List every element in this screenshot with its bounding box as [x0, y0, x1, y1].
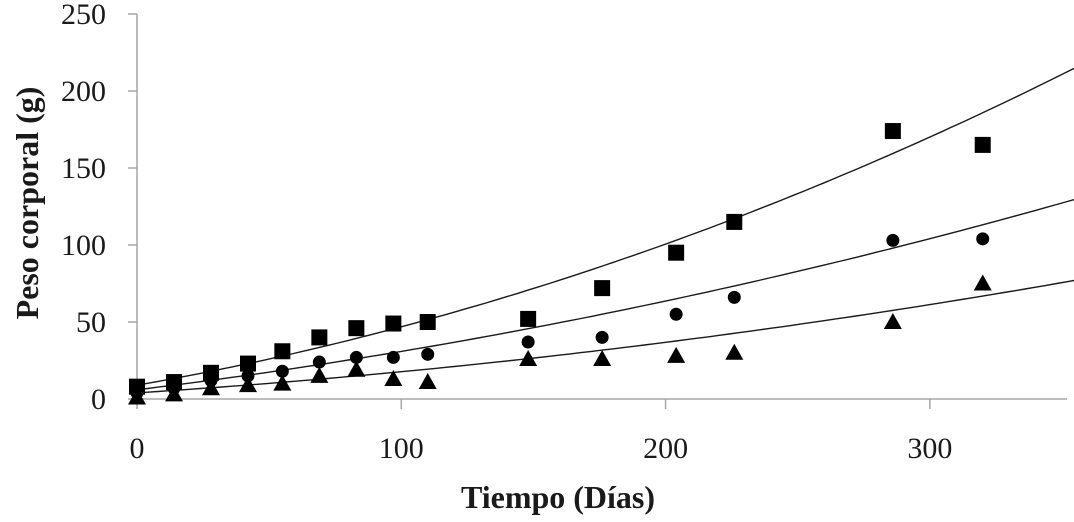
- y-axis-title: Peso corporal (g): [9, 87, 45, 320]
- data-point-circle: [595, 330, 609, 344]
- data-point-square: [385, 315, 402, 332]
- data-point-circle: [521, 335, 535, 349]
- x-tick-label: 100: [379, 432, 424, 465]
- x-tick-label: 200: [643, 432, 688, 465]
- y-tick-label: 0: [91, 383, 106, 416]
- data-point-square: [348, 320, 365, 337]
- data-point-circle: [386, 350, 400, 364]
- data-point-triangle: [165, 385, 183, 402]
- data-point-square: [974, 136, 991, 153]
- y-tick-label: 150: [61, 152, 106, 185]
- y-tick-label: 250: [61, 0, 106, 31]
- data-point-triangle: [239, 376, 257, 393]
- data-point-triangle: [347, 360, 366, 377]
- data-point-triangle: [202, 379, 220, 396]
- data-point-square: [240, 355, 256, 372]
- trend-line-circle: [136, 198, 1074, 391]
- data-point-triangle: [273, 374, 292, 391]
- data-point-circle: [886, 233, 900, 247]
- trend-line-triangle: [136, 279, 1074, 394]
- data-point-square: [520, 310, 537, 327]
- data-point-triangle: [883, 313, 902, 329]
- data-point-triangle: [418, 373, 437, 390]
- x-ticks: 0 100 200 300: [130, 399, 952, 465]
- trend-line-square: [136, 67, 1074, 386]
- data-point-triangle: [519, 349, 538, 366]
- data-point-circle: [976, 232, 990, 246]
- data-point-circle: [312, 355, 326, 369]
- data-point-triangle: [128, 388, 146, 405]
- data-point-square: [594, 280, 611, 297]
- data-markers: [128, 123, 992, 405]
- data-point-triangle: [725, 343, 744, 360]
- y-tick-label: 200: [61, 75, 106, 108]
- data-point-circle: [275, 364, 289, 378]
- data-point-circle: [727, 290, 741, 304]
- data-point-circle: [349, 350, 363, 364]
- data-point-square: [311, 329, 328, 346]
- axes: [136, 14, 1067, 400]
- trend-lines: [136, 67, 1074, 394]
- x-tick-label: 300: [907, 432, 952, 465]
- data-point-triangle: [667, 346, 686, 363]
- data-point-triangle: [593, 349, 612, 366]
- x-tick-label: 0: [130, 432, 145, 465]
- y-tick-label: 100: [61, 229, 106, 262]
- data-point-square: [419, 314, 436, 330]
- data-point-square: [668, 244, 685, 261]
- data-point-circle: [241, 369, 255, 383]
- y-tick-label: 50: [76, 306, 106, 339]
- data-point-triangle: [384, 369, 403, 386]
- y-ticks: 0 50 100 150 200 250: [61, 0, 137, 416]
- data-point-triangle: [973, 274, 992, 291]
- data-point-square: [884, 123, 901, 140]
- data-point-square: [726, 213, 743, 230]
- data-point-triangle: [310, 366, 329, 383]
- x-axis-title: Tiempo (Días): [461, 479, 655, 515]
- data-point-circle: [669, 307, 683, 321]
- data-point-square: [274, 343, 291, 360]
- data-point-circle: [421, 347, 435, 361]
